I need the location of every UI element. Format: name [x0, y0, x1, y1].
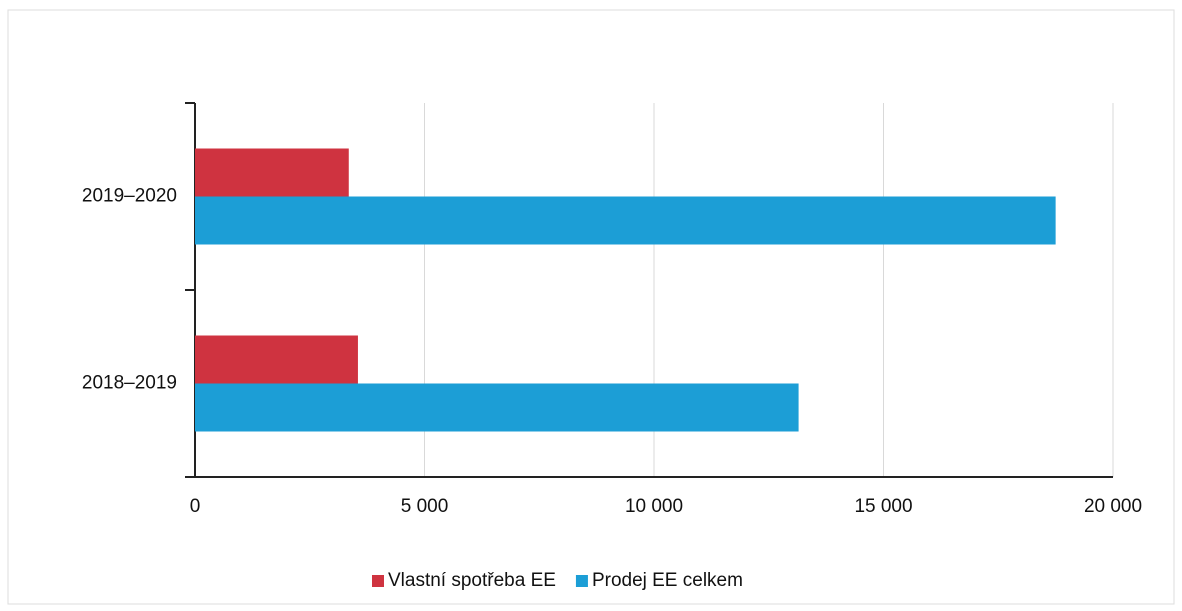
bar: [195, 383, 799, 432]
x-tick-label: 20 000: [1084, 496, 1142, 517]
legend-swatch: [372, 575, 384, 587]
legend-label: Prodej EE celkem: [592, 570, 743, 591]
bar: [195, 196, 1056, 245]
bar: [195, 148, 349, 197]
bar: [195, 335, 358, 384]
x-tick-label: 0: [190, 496, 201, 517]
legend-label: Vlastní spotřeba EE: [388, 570, 556, 591]
y-tick-label: 2018–2019: [82, 373, 177, 394]
chart-border: [7, 9, 1175, 605]
x-tick-label: 10 000: [625, 496, 683, 517]
x-tick-label: 5 000: [401, 496, 449, 517]
legend-swatch: [575, 575, 588, 587]
y-tick-label: 2019–2020: [82, 186, 177, 207]
x-tick-label: 15 000: [854, 496, 912, 517]
